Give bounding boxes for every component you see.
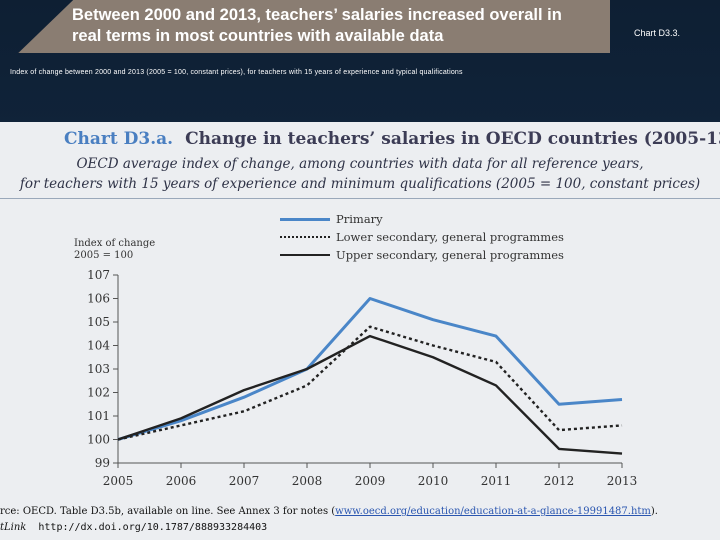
legend-label-upper-secondary: Upper secondary, general programmes xyxy=(336,248,564,262)
chart-legend: Primary Lower secondary, general program… xyxy=(280,210,564,264)
chart-title: Change in teachers’ salaries in OECD cou… xyxy=(185,129,720,149)
chart-subtitle-line-2: for teachers with 15 years of experience… xyxy=(19,176,701,192)
x-tick-label: 2007 xyxy=(229,474,260,488)
source-prefix: rce: OECD. Table D3.5b, available on lin… xyxy=(0,506,336,517)
y-axis-label-line-2: 2005 = 100 xyxy=(74,250,134,261)
y-tick-label: 103 xyxy=(87,362,110,376)
legend-swatch-primary xyxy=(280,218,330,221)
y-tick-label: 100 xyxy=(87,433,110,447)
legend-swatch-lower-secondary xyxy=(280,236,330,238)
heading-divider xyxy=(0,198,720,199)
legend-item-lower-secondary: Lower secondary, general programmes xyxy=(280,228,564,246)
source-suffix: ). xyxy=(650,506,658,517)
x-tick-label: 2011 xyxy=(481,474,512,488)
y-tick-label: 105 xyxy=(87,315,110,329)
slide-subtitle: Index of change between 2000 and 2013 (2… xyxy=(10,69,463,76)
series-line-primary xyxy=(117,297,623,441)
x-tick-label: 2005 xyxy=(103,474,134,488)
x-tick-label: 2010 xyxy=(418,474,449,488)
source-note: rce: OECD. Table D3.5b, available on lin… xyxy=(0,506,658,517)
chart-heading: Chart D3.a. Change in teachers’ salaries … xyxy=(64,129,720,149)
statlink-logo: tLink xyxy=(0,522,27,533)
chart-panel xyxy=(0,122,720,540)
x-tick-label: 2008 xyxy=(292,474,323,488)
chart-subtitle: OECD average index of change, among coun… xyxy=(0,154,720,194)
source-link[interactable]: www.oecd.org/education/education-at-a-gl… xyxy=(335,506,651,517)
statlink-url[interactable]: http://dx.doi.org/10.1787/888933284403 xyxy=(38,522,268,533)
statlink-row: tLink http://dx.doi.org/10.1787/88893328… xyxy=(0,522,267,533)
y-tick-label: 107 xyxy=(87,268,110,282)
y-tick-label: 101 xyxy=(87,409,110,423)
legend-item-upper-secondary: Upper secondary, general programmes xyxy=(280,246,564,264)
legend-item-primary: Primary xyxy=(280,210,564,228)
y-axis-label: Index of change 2005 = 100 xyxy=(74,238,155,262)
y-tick-label: 104 xyxy=(87,339,110,353)
series-line-lower-secondary xyxy=(117,325,623,441)
chart-subtitle-line-1: OECD average index of change, among coun… xyxy=(76,156,644,172)
chart-reference: Chart D3.3. xyxy=(633,28,680,38)
legend-swatch-upper-secondary xyxy=(280,254,330,256)
series-line-upper-secondary xyxy=(117,334,623,455)
title-banner xyxy=(18,0,610,53)
y-axis-label-line-1: Index of change xyxy=(74,238,156,249)
chart-number: Chart D3.a. xyxy=(64,129,174,149)
x-tick-label: 2009 xyxy=(355,474,386,488)
legend-label-primary: Primary xyxy=(336,212,383,226)
legend-label-lower-secondary: Lower secondary, general programmes xyxy=(336,230,564,244)
x-tick-label: 2013 xyxy=(607,474,638,488)
y-tick-label: 106 xyxy=(87,292,110,306)
x-tick-label: 2012 xyxy=(544,474,575,488)
y-tick-label: 99 xyxy=(95,456,110,470)
slide-title: Between 2000 and 2013, teachers’ salarie… xyxy=(72,6,562,45)
x-tick-label: 2006 xyxy=(166,474,197,488)
y-tick-label: 102 xyxy=(87,386,110,400)
